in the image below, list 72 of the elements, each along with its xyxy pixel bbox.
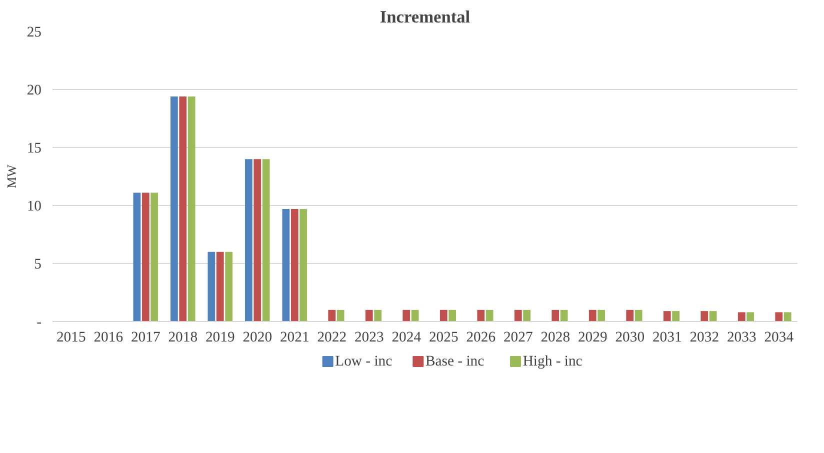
y-tick-label: 5	[34, 256, 42, 272]
x-tick-label: 2025	[428, 330, 458, 346]
bar	[663, 311, 671, 322]
bar	[374, 310, 382, 322]
bar	[336, 310, 344, 322]
x-tick-label: 2015	[56, 330, 86, 346]
x-tick-label: 2021	[280, 330, 310, 346]
x-tick-label: 2032	[690, 330, 720, 346]
x-tick-label: 2028	[540, 330, 570, 346]
bar	[626, 310, 634, 322]
bar	[208, 252, 216, 322]
legend-label: Low - inc	[335, 354, 393, 370]
x-tick-label: 2030	[615, 330, 645, 346]
bar	[588, 310, 596, 322]
bar	[784, 312, 792, 322]
bar	[170, 96, 178, 322]
bar	[244, 159, 252, 322]
x-tick-label: 2019	[205, 330, 235, 346]
bar	[775, 312, 783, 322]
bar	[225, 252, 233, 322]
bar	[738, 312, 746, 322]
x-tick-label: 2020	[242, 330, 272, 346]
y-axis-title: MW	[4, 164, 19, 188]
bar	[254, 159, 262, 322]
bar	[560, 310, 568, 322]
bar	[448, 310, 456, 322]
bar	[672, 311, 680, 322]
x-tick-label: 2017	[130, 330, 160, 346]
legend-label: High - inc	[522, 354, 583, 370]
bar	[514, 310, 522, 322]
bar	[709, 311, 717, 322]
y-tick-label: -	[36, 314, 42, 330]
bar	[411, 310, 419, 322]
bar	[328, 310, 336, 322]
bar	[150, 192, 158, 322]
x-tick-label: 2016	[94, 330, 124, 346]
bar	[188, 96, 196, 322]
x-tick-label: 2023	[354, 330, 384, 346]
bar	[523, 310, 531, 322]
bar	[486, 310, 494, 322]
chart-title: Incremental	[380, 8, 470, 26]
bar	[634, 310, 642, 322]
y-tick-label: 25	[26, 24, 42, 40]
x-tick-label: 2034	[764, 330, 794, 346]
x-tick-label: 2029	[578, 330, 608, 346]
bar	[700, 311, 708, 322]
bar	[746, 312, 754, 322]
y-tick-label: 15	[26, 140, 42, 156]
bar	[552, 310, 560, 322]
x-tick-label: 2031	[652, 330, 682, 346]
bar	[216, 252, 224, 322]
bar	[262, 159, 270, 322]
x-tick-label: 2026	[466, 330, 496, 346]
y-tick-label: 10	[26, 198, 42, 214]
legend-label: Base - inc	[426, 354, 485, 370]
bar	[477, 310, 485, 322]
bar	[282, 208, 290, 322]
x-tick-label: 2033	[726, 330, 756, 346]
bar	[142, 192, 150, 322]
x-tick-label: 2022	[317, 330, 347, 346]
x-tick-label: 2018	[168, 330, 198, 346]
bar	[300, 208, 308, 322]
bar	[179, 96, 187, 322]
bar	[402, 310, 410, 322]
bar	[598, 310, 606, 322]
bar	[290, 208, 298, 322]
y-tick-label: 20	[26, 82, 42, 98]
bar	[440, 310, 448, 322]
x-tick-label: 2024	[392, 330, 422, 346]
bar	[365, 310, 373, 322]
x-tick-label: 2027	[503, 330, 533, 346]
bar	[133, 192, 141, 322]
